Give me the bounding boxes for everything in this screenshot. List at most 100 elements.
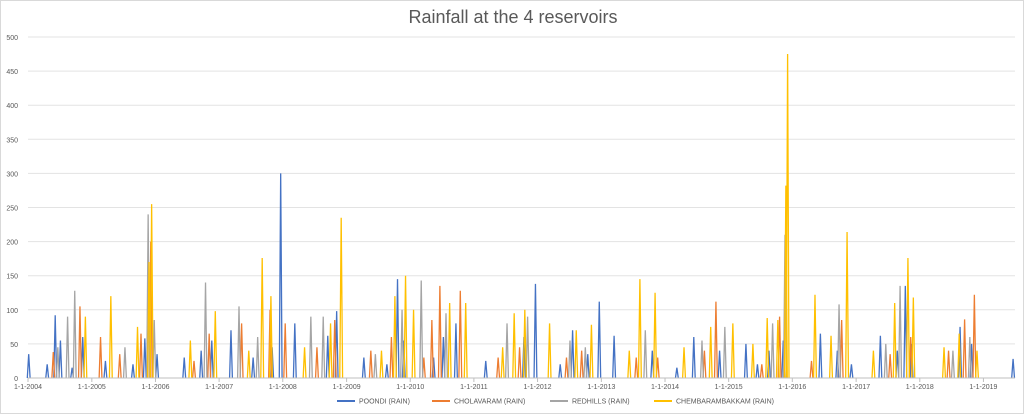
y-tick-label: 300 [6, 171, 18, 178]
rain-spike [392, 296, 397, 379]
rain-spike [849, 364, 854, 379]
rain-spike [941, 347, 947, 379]
gridlines [28, 36, 1015, 345]
rain-spike [149, 204, 154, 379]
series-group [26, 54, 1016, 379]
rain-spike [325, 335, 330, 379]
rain-spike [98, 337, 103, 379]
legend: POONDI (RAIN) CHOLAVARAM (RAIN) REDHILLS (… [337, 399, 774, 406]
y-tick-label: 450 [6, 69, 18, 76]
rain-spike [463, 302, 468, 379]
rain-spike [146, 214, 151, 379]
y-tick-label: 250 [6, 206, 18, 213]
rain-spike [730, 323, 735, 379]
rain-spike [236, 306, 242, 379]
rain-spike [207, 333, 212, 379]
rain-spike [453, 323, 458, 379]
rain-spike [512, 313, 517, 379]
legend-label: REDHILLS (RAIN) [572, 399, 630, 406]
y-tick-label: 400 [6, 103, 18, 110]
rain-spike [972, 294, 977, 379]
rain-spike [72, 290, 77, 379]
x-tick-label: 1-1-2014 [651, 384, 679, 391]
y-tick-label: 0 [14, 376, 18, 383]
x-tick-label: 1-1-2016 [778, 384, 806, 391]
rain-spike [411, 309, 416, 379]
rain-spike [878, 335, 883, 379]
rain-spike [260, 257, 265, 379]
rain-spike [103, 360, 108, 379]
rain-spike [517, 347, 522, 379]
rain-spike [713, 301, 718, 379]
rain-spike [458, 290, 463, 379]
rain-spike [213, 311, 218, 379]
rain-spike [643, 330, 648, 379]
x-tick-label: 1-1-2013 [587, 384, 615, 391]
rain-spike [65, 316, 70, 379]
rain-spike [373, 354, 378, 379]
rain-spike [500, 347, 505, 379]
rain-spike [130, 364, 136, 379]
rain-spike [911, 297, 916, 379]
rain-spike [597, 301, 602, 379]
rain-spike [558, 364, 563, 379]
rain-spike [108, 296, 113, 379]
rain-spike [836, 304, 842, 379]
series-3 [55, 214, 972, 379]
rain-spike [328, 323, 333, 379]
rain-spike [567, 340, 573, 379]
rain-spike [775, 320, 780, 379]
rain-spike [653, 292, 658, 379]
y-tick-label: 100 [6, 308, 18, 315]
x-tick-label: 1-1-2007 [205, 384, 233, 391]
rain-spike [533, 283, 538, 379]
rain-spike [188, 340, 193, 379]
rain-spike [483, 360, 488, 379]
rain-spike [447, 302, 452, 379]
rain-spike [135, 326, 140, 379]
rain-spike [443, 313, 449, 379]
chart-title: Rainfall at the 4 reservoirs [408, 7, 618, 27]
rain-spike [770, 323, 775, 379]
rain-spike [321, 316, 326, 379]
rain-spike [809, 360, 814, 379]
rain-spike [496, 357, 501, 379]
rain-spike [45, 364, 50, 379]
rain-spike [967, 337, 972, 379]
y-tick-label: 150 [6, 274, 18, 281]
rain-spike [142, 338, 147, 379]
series-4 [83, 54, 980, 379]
rain-spike [681, 347, 687, 379]
rain-spike [871, 350, 876, 379]
rain-spike [883, 343, 888, 379]
rain-spike [570, 330, 575, 379]
rain-spike [574, 330, 579, 379]
x-axis: 1-1-2004 1-1-2005 1-1-2006 1-1-2007 1-1-2008… [14, 377, 1015, 391]
rain-spike [828, 335, 834, 379]
y-tick-label: 500 [6, 35, 18, 42]
rain-spike [708, 326, 713, 379]
rain-spike [957, 333, 962, 379]
rain-spike [946, 350, 951, 379]
rain-spike [395, 279, 400, 379]
rain-spike [278, 173, 283, 379]
rain-spike [717, 350, 722, 379]
rain-spike [228, 330, 234, 379]
rain-spike [958, 326, 963, 379]
rain-spike [722, 326, 727, 379]
rain-spike [564, 357, 569, 379]
rain-spike [905, 257, 910, 379]
rain-spike [26, 354, 31, 379]
rain-spike [755, 364, 760, 379]
x-tick-label: 1-1-2005 [78, 384, 106, 391]
rain-spike [122, 347, 128, 379]
x-tick-label: 1-1-2008 [269, 384, 297, 391]
rain-spike [77, 306, 83, 379]
rain-spike [191, 360, 197, 379]
rain-spike [314, 347, 319, 379]
rain-spike [203, 282, 208, 379]
rain-spike [525, 316, 530, 379]
rain-spike [246, 350, 251, 379]
x-tick-label: 1-1-2017 [842, 384, 870, 391]
